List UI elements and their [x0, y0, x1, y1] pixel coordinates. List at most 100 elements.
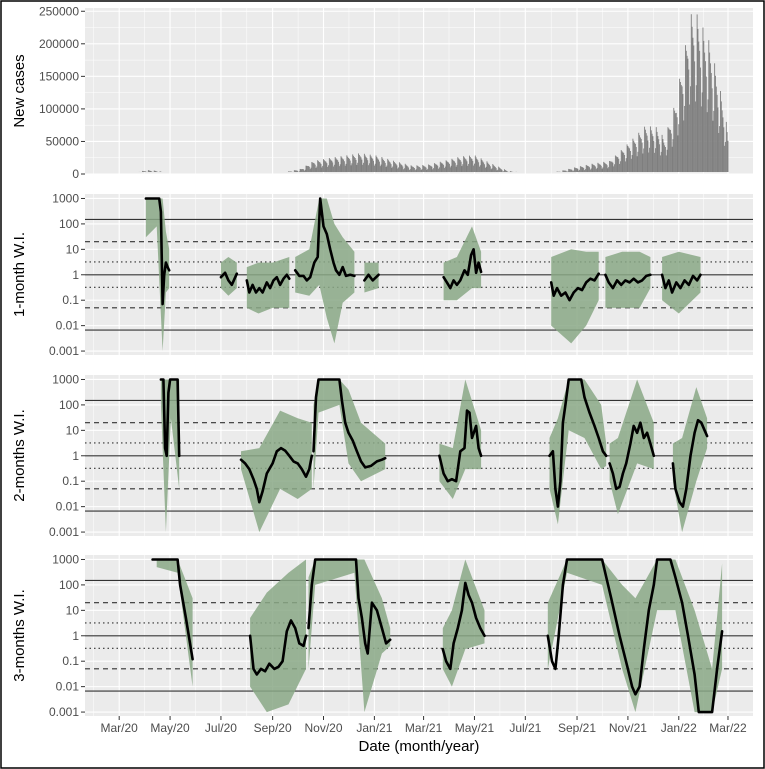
bar: [386, 165, 388, 172]
bar: [710, 63, 711, 173]
bar: [487, 162, 489, 172]
bar: [610, 161, 612, 172]
bar: [417, 165, 419, 172]
bar: [444, 166, 446, 172]
y-tick-label: 1000: [52, 552, 79, 566]
bar: [500, 169, 502, 172]
bar: [619, 161, 621, 172]
bar: [297, 170, 299, 172]
bar: [499, 168, 501, 172]
bar: [295, 170, 297, 172]
x-tick-label: Jan/21: [356, 721, 392, 735]
bar: [627, 146, 629, 172]
bar: [594, 166, 596, 172]
bar: [708, 40, 710, 172]
y-tick-label: 100: [59, 217, 79, 231]
bar: [302, 169, 304, 172]
bar: [727, 140, 729, 172]
bar: [348, 158, 350, 172]
bar: [323, 160, 325, 172]
bar: [632, 138, 634, 172]
bar: [673, 107, 675, 172]
y-tick-label: 1: [72, 449, 79, 463]
bar: [605, 164, 607, 172]
bar: [308, 166, 310, 172]
bar: [690, 14, 692, 173]
bar: [628, 147, 630, 172]
bar: [463, 156, 465, 172]
bar: [624, 161, 626, 172]
bar: [398, 162, 400, 172]
bar: [494, 166, 495, 172]
bar: [493, 165, 495, 172]
wi-line: [293, 197, 356, 282]
bar: [589, 169, 591, 172]
bar: [388, 161, 390, 172]
bar: [592, 164, 594, 172]
bar: [380, 164, 382, 172]
bar: [691, 26, 693, 172]
bar: [667, 127, 669, 172]
bar: [448, 162, 450, 172]
bar: [324, 161, 326, 172]
bar: [372, 158, 374, 172]
bar: [726, 132, 728, 172]
bar: [465, 159, 467, 172]
bar: [342, 158, 344, 172]
bar: [339, 164, 341, 172]
bar: [315, 167, 317, 172]
bar: [601, 168, 603, 172]
bar: [404, 163, 406, 172]
bar: [623, 152, 625, 172]
bar: [590, 168, 592, 172]
wi-line: [159, 378, 181, 458]
bar: [399, 163, 401, 172]
bar: [299, 168, 301, 172]
bar: [428, 165, 430, 172]
bar: [398, 167, 400, 172]
bars: [138, 14, 729, 173]
bar: [494, 166, 496, 172]
bar: [301, 169, 303, 172]
bar: [587, 166, 589, 172]
bar: [617, 157, 619, 172]
y-tick-label: 0: [72, 167, 79, 181]
bar: [377, 158, 379, 172]
bar: [506, 171, 508, 172]
uncertainty-band: [547, 559, 723, 713]
bar: [466, 161, 468, 172]
bar: [461, 166, 463, 172]
wi-line: [548, 378, 608, 508]
bar: [660, 151, 662, 172]
bar: [313, 163, 315, 172]
bar: [581, 167, 583, 172]
bar: [448, 163, 450, 172]
bar: [725, 141, 726, 172]
bar: [453, 161, 455, 172]
bar: [289, 171, 291, 172]
bar: [608, 166, 610, 172]
bar: [677, 135, 679, 172]
bar: [685, 50, 687, 172]
bar: [408, 169, 410, 172]
bar: [376, 157, 378, 172]
bar: [684, 45, 686, 172]
bar: [699, 50, 701, 172]
bar: [435, 164, 437, 172]
bar: [639, 135, 641, 172]
bar: [474, 155, 476, 172]
bar: [663, 142, 665, 172]
bar: [298, 171, 300, 172]
bar: [296, 170, 298, 172]
bar: [418, 166, 420, 172]
bar: [427, 168, 429, 172]
bar: [584, 170, 585, 172]
bar: [674, 113, 676, 172]
bar: [622, 152, 624, 172]
wi-line: [312, 378, 387, 469]
bar: [328, 158, 330, 172]
x-tick-label: Sep/20: [254, 721, 292, 735]
bar: [569, 169, 570, 172]
bar: [596, 167, 598, 172]
bar: [616, 156, 618, 172]
